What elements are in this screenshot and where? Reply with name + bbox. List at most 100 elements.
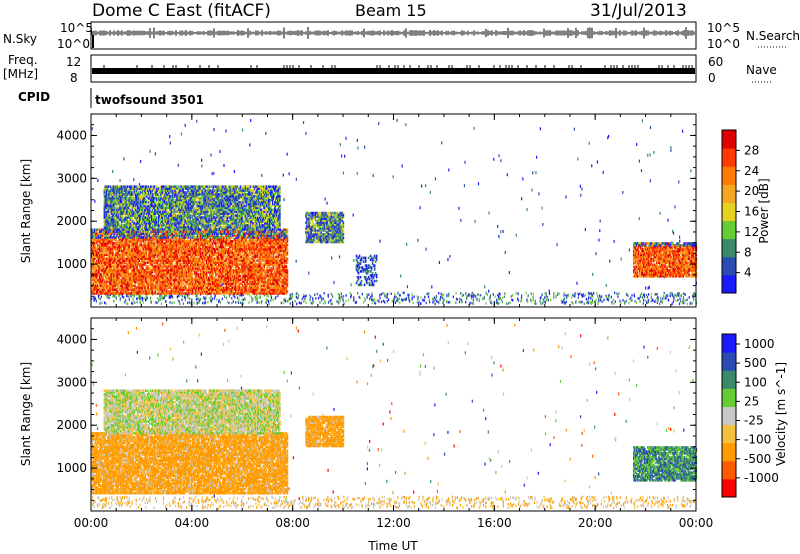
echo-cell <box>426 248 427 251</box>
echo-cell <box>397 300 398 303</box>
echo-cell <box>679 297 680 300</box>
echo-cell <box>374 299 375 302</box>
echo-cell <box>485 302 486 305</box>
echo-cell <box>521 197 522 200</box>
echo-cell <box>562 300 563 303</box>
echo-cell <box>659 303 660 306</box>
echo-cell <box>547 296 548 299</box>
echo-cell <box>165 300 166 303</box>
freq-strip-trace <box>92 65 695 74</box>
echo-cell <box>255 298 256 301</box>
echo-cell <box>488 211 489 214</box>
freq-label: Freq. <box>8 53 38 67</box>
echo-cell <box>596 292 597 295</box>
echo-cell <box>535 300 536 303</box>
echo-cell <box>617 294 618 297</box>
echo-cell <box>650 126 651 129</box>
echo-cell <box>323 297 324 300</box>
echo-cell <box>624 301 625 304</box>
echo-cell <box>443 293 444 296</box>
echo-cell <box>609 260 610 263</box>
echo-cell <box>593 292 594 295</box>
echo-cell <box>93 299 94 302</box>
echo-cell <box>222 298 223 301</box>
echo-cell <box>122 295 123 298</box>
nave-label: Nave <box>746 63 777 77</box>
echo-cell <box>303 296 304 299</box>
echo-cell <box>357 292 358 295</box>
echo-cell <box>491 300 492 303</box>
echo-cell <box>667 219 668 222</box>
echo-cell <box>627 295 628 298</box>
echo-cell <box>218 301 219 304</box>
echo-cell <box>434 297 435 300</box>
echo-cell <box>213 172 214 175</box>
echo-cell <box>471 295 472 298</box>
echo-cell <box>210 299 211 302</box>
echo-cell <box>197 301 198 304</box>
echo-cell <box>678 180 679 183</box>
echo-cell <box>527 301 528 304</box>
echo-cell <box>496 301 497 304</box>
echo-cell <box>458 207 459 210</box>
echo-cell <box>249 143 250 146</box>
echo-cell <box>261 174 262 177</box>
echo-cell <box>145 299 146 302</box>
echo-cell <box>491 302 492 305</box>
echo-cell <box>571 296 572 299</box>
echo-cell <box>350 283 351 286</box>
echo-cell <box>235 301 236 304</box>
echo-cell <box>613 299 614 302</box>
echo-cell <box>309 298 310 301</box>
echo-cell <box>169 135 170 138</box>
echo-cell <box>496 299 497 302</box>
echo-cell <box>453 296 454 299</box>
echo-cell <box>483 297 484 300</box>
echo-cell <box>96 300 97 303</box>
echo-cell <box>123 157 124 160</box>
echo-cell <box>170 141 171 144</box>
echo-cell <box>580 194 581 197</box>
echo-cell <box>564 294 565 297</box>
echo-cell <box>209 297 210 300</box>
echo-cell <box>290 302 291 305</box>
echo-cell <box>314 294 315 297</box>
echo-cell <box>210 295 211 298</box>
echo-cell <box>532 296 533 299</box>
echo-cell <box>331 256 332 259</box>
echo-cell <box>399 294 400 297</box>
echo-cell <box>460 219 461 222</box>
echo-cell <box>683 292 684 295</box>
echo-cell <box>606 284 607 287</box>
echo-cell <box>238 302 239 305</box>
echo-cell <box>559 292 560 295</box>
echo-cell <box>312 300 313 303</box>
echo-cell <box>619 300 620 303</box>
echo-cell <box>670 292 671 295</box>
nsearch-label: N.Search <box>746 29 800 43</box>
echo-cell <box>151 301 152 304</box>
echo-cell <box>118 294 119 297</box>
echo-cell <box>156 302 157 305</box>
echo-cell <box>116 297 117 300</box>
echo-cell <box>204 297 205 300</box>
echo-cell <box>113 242 115 245</box>
cpid-program: twofsound 3501 <box>95 93 204 107</box>
echo-cell <box>379 294 380 297</box>
echo-cell <box>321 299 322 302</box>
echo-cell <box>600 299 601 302</box>
echo-cell <box>611 301 612 304</box>
echo-cell <box>357 147 358 150</box>
echo-cell <box>525 292 526 295</box>
echo-cell <box>249 295 250 298</box>
echo-cell <box>298 294 299 297</box>
echo-cell <box>542 223 543 226</box>
echo-cell <box>586 298 587 301</box>
echo-cell <box>289 297 290 300</box>
echo-cell <box>643 302 644 305</box>
echo-cell <box>549 290 550 293</box>
echo-cell <box>100 298 101 301</box>
echo-cell <box>142 297 143 300</box>
echo-cell <box>673 298 674 301</box>
echo-cell <box>622 191 623 194</box>
